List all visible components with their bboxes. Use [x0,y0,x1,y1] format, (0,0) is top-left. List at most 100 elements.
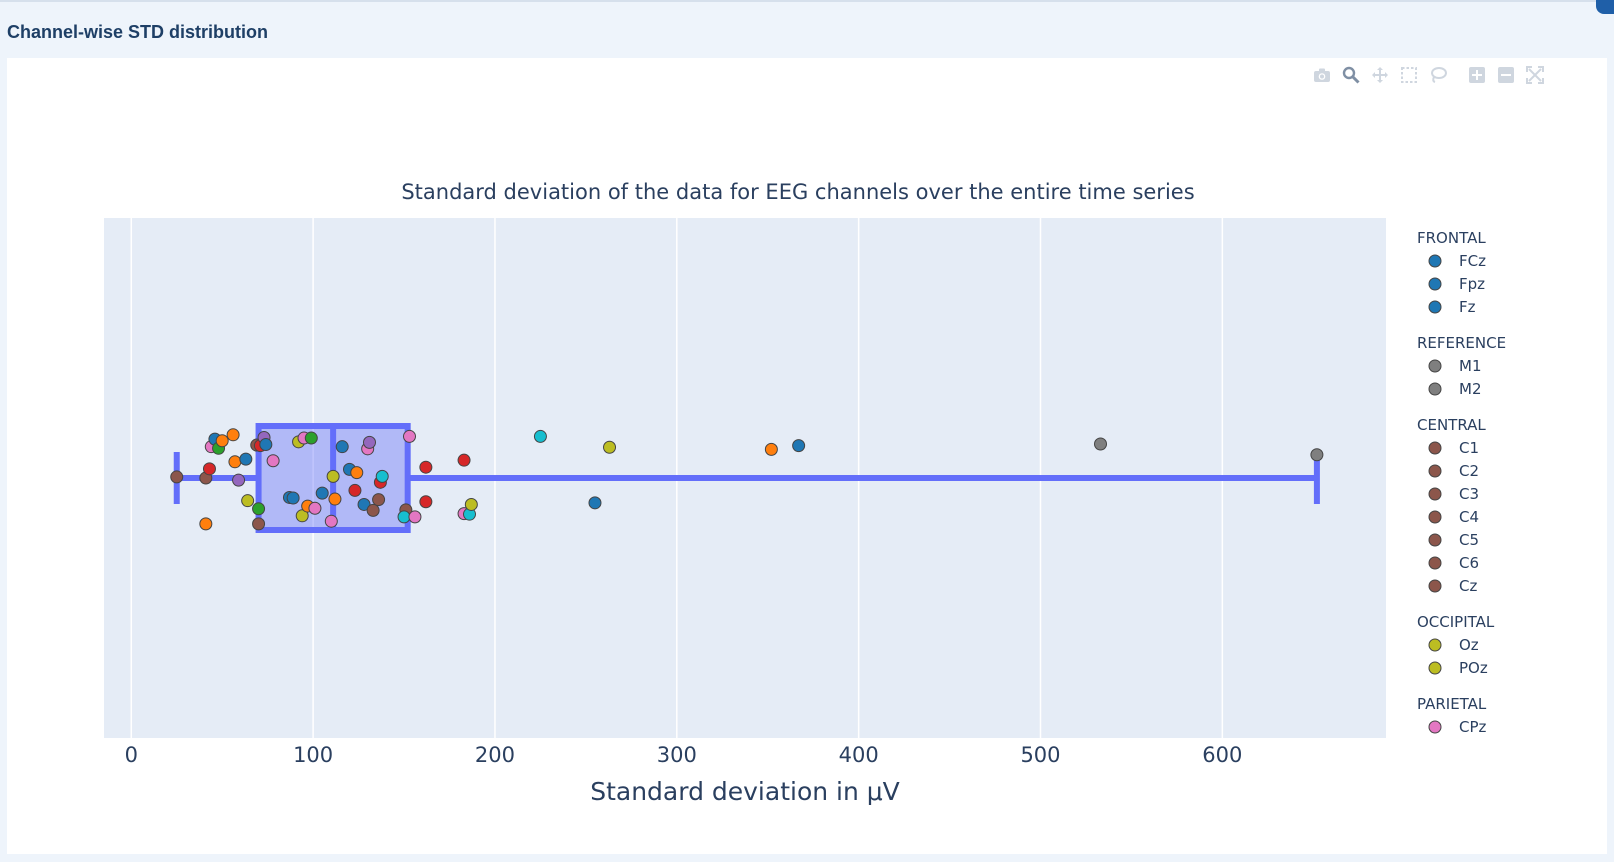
data-point[interactable] [372,493,386,507]
data-point[interactable] [335,440,349,454]
data-point[interactable] [328,492,342,506]
corner-badge [1596,0,1614,14]
legend-item[interactable]: CPz [1428,718,1487,736]
legend-item[interactable]: POz [1428,659,1488,677]
legend-item[interactable]: Cz [1428,577,1477,595]
data-point[interactable] [348,483,362,497]
legend-item[interactable]: C2 [1428,462,1479,480]
data-point[interactable] [266,454,280,468]
data-point[interactable] [408,510,422,524]
legend-marker [1428,638,1442,652]
points-trace[interactable] [170,428,1324,531]
data-point[interactable] [241,494,255,508]
lasso-icon[interactable] [1423,64,1452,86]
section-title: Channel-wise STD distribution [7,22,269,42]
legend-marker [1428,441,1442,455]
x-tick-label: 200 [475,743,515,767]
legend-label: C1 [1459,439,1479,457]
legend-label: M1 [1459,357,1482,375]
x-tick-label: 100 [293,743,333,767]
legend-item[interactable]: M1 [1428,357,1482,375]
data-point[interactable] [295,509,309,523]
legend-group-title: REFERENCE [1417,334,1506,352]
legend-item[interactable]: M2 [1428,380,1482,398]
chart-panel: 0 100 200 300 400 500 600 Standard deviation o… [7,58,1607,854]
data-point[interactable] [402,429,416,443]
box-select-icon[interactable] [1394,64,1423,86]
zoom-icon[interactable] [1336,64,1365,86]
legend-item[interactable]: C5 [1428,531,1479,549]
data-point[interactable] [350,466,364,480]
data-point[interactable] [362,435,376,449]
legend-marker [1428,382,1442,396]
data-point[interactable] [357,497,371,511]
legend-item[interactable]: C6 [1428,554,1479,572]
x-tick-label: 600 [1202,743,1242,767]
camera-icon[interactable] [1307,64,1336,86]
data-point[interactable] [1310,448,1324,462]
data-point[interactable] [326,469,340,483]
data-point[interactable] [286,491,300,505]
legend-item[interactable]: C4 [1428,508,1479,526]
legend-label: C4 [1459,508,1479,526]
data-point[interactable] [170,470,184,484]
data-point[interactable] [259,438,273,452]
x-tick-label: 0 [125,743,138,767]
legend-marker [1428,533,1442,547]
data-point[interactable] [588,496,602,510]
data-point[interactable] [252,517,266,531]
data-point[interactable] [315,486,329,500]
x-tick-label: 300 [657,743,697,767]
legend-marker [1428,579,1442,593]
data-point[interactable] [464,497,478,511]
data-point[interactable] [215,434,229,448]
legend-label: C5 [1459,531,1479,549]
x-axis-title: Standard deviation in μV [590,777,900,806]
data-point[interactable] [457,453,471,467]
legend-item[interactable]: Fz [1428,298,1476,316]
legend-item[interactable]: FCz [1428,252,1486,270]
data-point[interactable] [397,510,411,524]
data-point[interactable] [792,439,806,453]
legend-group-title: PARIETAL [1417,695,1487,713]
data-point[interactable] [419,495,433,509]
data-point[interactable] [226,428,240,442]
legend-item[interactable]: C1 [1428,439,1479,457]
data-point[interactable] [304,431,318,445]
data-point[interactable] [603,440,617,454]
data-point[interactable] [324,514,338,528]
legend-label: POz [1459,659,1488,677]
legend-label: CPz [1459,718,1487,736]
pan-icon[interactable] [1365,64,1394,86]
data-point[interactable] [375,469,389,483]
legend-label: Fz [1459,298,1476,316]
data-point[interactable] [764,442,778,456]
legend-marker [1428,556,1442,570]
data-point[interactable] [232,473,246,487]
legend-marker [1428,300,1442,314]
data-point[interactable] [1094,437,1108,451]
autoscale-icon[interactable] [1520,64,1549,86]
data-point[interactable] [202,462,216,476]
data-point[interactable] [252,502,266,516]
data-point[interactable] [308,501,322,515]
data-point[interactable] [228,455,242,469]
zoom-in-icon[interactable] [1462,64,1491,86]
data-point[interactable] [239,452,253,466]
legend-marker [1428,277,1442,291]
zoom-out-icon[interactable] [1491,64,1520,86]
legend-group-title: OCCIPITAL [1417,613,1495,631]
data-point[interactable] [366,503,380,517]
legend-item[interactable]: C3 [1428,485,1479,503]
legend-group-title: FRONTAL [1417,229,1486,247]
legend-item[interactable]: Oz [1428,636,1479,654]
data-point[interactable] [199,517,213,531]
legend-item[interactable]: Fpz [1428,275,1485,293]
data-point[interactable] [419,460,433,474]
x-tick-label: 400 [839,743,879,767]
legend[interactable]: FRONTAL FCz Fpz Fz REFERENCE M1 M2 CENTRAL C1 C2 C… [1417,229,1506,736]
legend-marker [1428,254,1442,268]
data-point[interactable] [533,429,547,443]
legend-label: C2 [1459,462,1479,480]
legend-marker [1428,661,1442,675]
